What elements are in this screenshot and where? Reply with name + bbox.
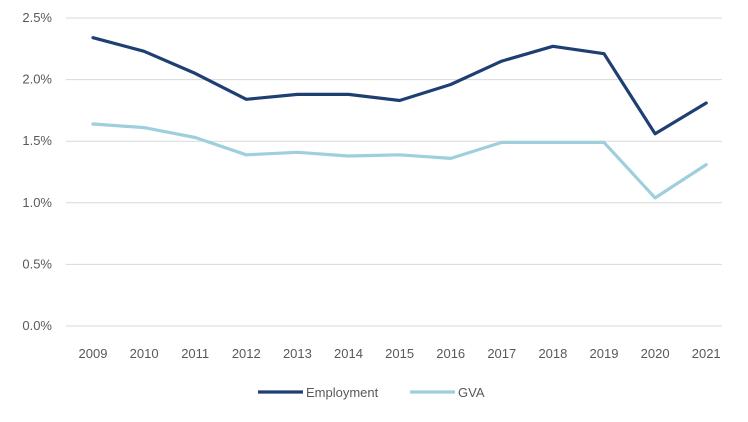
legend: Employment GVA — [258, 385, 485, 400]
y-tick-label: 1.5% — [22, 133, 52, 148]
x-tick-label: 2021 — [692, 346, 721, 361]
employment-point — [91, 36, 94, 39]
gridlines — [66, 17, 722, 327]
gva-point — [194, 136, 197, 139]
y-tick-label: 2.5% — [22, 10, 52, 25]
x-tick-label: 2009 — [79, 346, 108, 361]
x-tick-label: 2019 — [590, 346, 619, 361]
employment-point — [143, 50, 146, 53]
gva-point — [347, 154, 350, 157]
x-tick-label: 2015 — [385, 346, 414, 361]
x-tick-label: 2014 — [334, 346, 363, 361]
employment-point — [500, 60, 503, 63]
legend-label-gva: GVA — [458, 385, 485, 400]
x-tick-label: 2018 — [538, 346, 567, 361]
gva-point — [602, 141, 605, 144]
employment-point — [551, 45, 554, 48]
employment-point — [602, 52, 605, 55]
employment-series-line — [91, 36, 708, 136]
gva-point — [296, 151, 299, 154]
gva-point — [398, 153, 401, 156]
x-tick-label: 2012 — [232, 346, 261, 361]
y-tick-label: 0.5% — [22, 256, 52, 271]
employment-point — [449, 83, 452, 86]
series-lines — [91, 36, 708, 200]
employment-point — [194, 72, 197, 75]
employment-point — [398, 99, 401, 102]
y-axis-ticks: 0.0% 0.5% 1.0% 1.5% 2.0% 2.5% — [22, 10, 52, 333]
employment-point — [296, 93, 299, 96]
employment-point — [705, 101, 708, 104]
gva-point — [705, 163, 708, 166]
employment-point — [654, 132, 657, 135]
x-tick-label: 2016 — [436, 346, 465, 361]
x-tick-label: 2011 — [181, 346, 209, 361]
gva-series-line — [91, 122, 708, 200]
gva-point — [500, 141, 503, 144]
x-axis-ticks: 2009 2010 2011 2012 2013 2014 2015 2016 2017 2018… — [79, 346, 721, 361]
y-tick-label: 2.0% — [22, 72, 52, 87]
x-tick-label: 2020 — [641, 346, 670, 361]
gva-point — [449, 157, 452, 160]
gva-point — [551, 141, 554, 144]
gva-point — [654, 196, 657, 199]
x-tick-label: 2013 — [283, 346, 312, 361]
employment-point — [347, 93, 350, 96]
gva-point — [143, 126, 146, 129]
gva-point — [245, 153, 248, 156]
y-tick-label: 1.0% — [22, 195, 52, 210]
gva-point — [91, 122, 94, 125]
legend-label-employment: Employment — [306, 385, 379, 400]
x-tick-label: 2017 — [487, 346, 516, 361]
employment-point — [245, 98, 248, 101]
x-tick-label: 2010 — [130, 346, 159, 361]
y-tick-label: 0.0% — [22, 318, 52, 333]
